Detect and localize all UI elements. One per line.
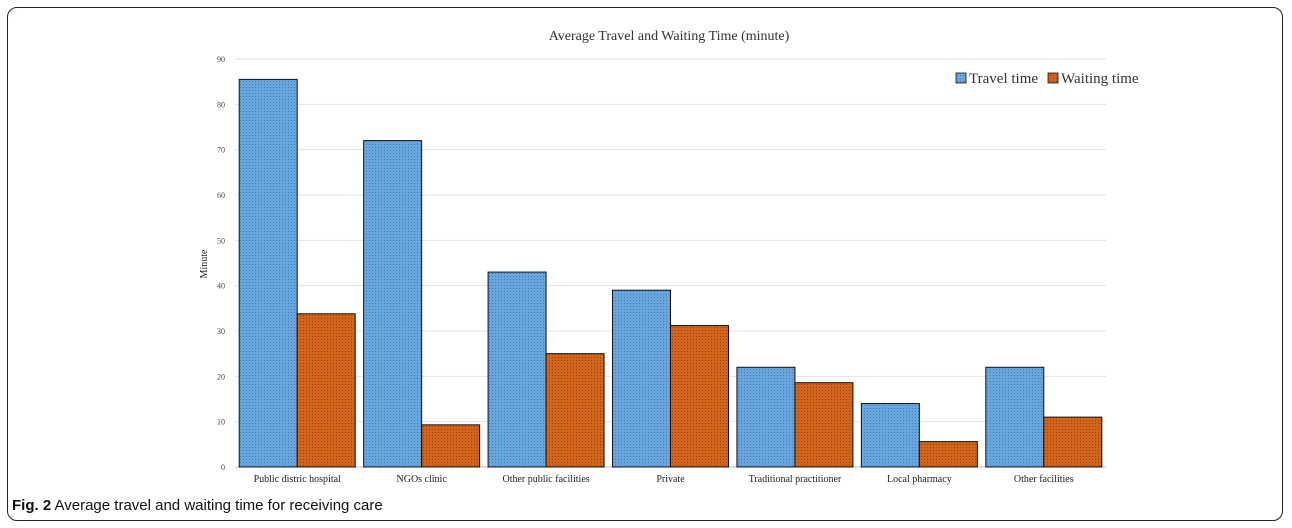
y-tick-label: 30 (217, 327, 225, 336)
bars (238, 78, 1103, 468)
figure-caption: Fig. 2 Average travel and waiting time f… (12, 497, 383, 514)
bar-chart: Average Travel and Waiting Time (minute)… (199, 29, 1139, 485)
waiting-time-bar (794, 382, 854, 468)
travel-time-bar (238, 78, 298, 468)
category-label: Other facilities (1014, 474, 1074, 485)
y-tick-label: 50 (217, 236, 225, 245)
y-tick-label: 0 (221, 463, 225, 472)
y-axis-label: Minute (199, 249, 210, 278)
legend-waiting-swatch (1047, 72, 1059, 84)
category-label: Private (656, 474, 685, 485)
waiting-time-bar (918, 441, 978, 468)
category-labels: Public distric hospital NGOs clinic Other … (254, 474, 1074, 485)
waiting-time-bar (296, 313, 356, 468)
legend-waiting-label: Waiting time (1061, 71, 1139, 87)
figure-caption-label: Fig. 2 (12, 497, 52, 514)
y-tick-label: 10 (217, 418, 225, 427)
travel-time-bar (860, 403, 920, 468)
chart-title: Average Travel and Waiting Time (minute) (549, 29, 790, 44)
category-label: NGOs clinic (397, 474, 448, 485)
y-tick-label: 60 (217, 191, 225, 200)
category-label: Local pharmacy (887, 474, 952, 485)
travel-time-bar (985, 366, 1045, 468)
y-tick-label: 20 (217, 372, 225, 381)
y-tick-labels: 0 10 20 30 40 50 60 70 80 90 (217, 55, 225, 472)
category-label: Public distric hospital (254, 474, 341, 485)
y-tick-label: 40 (217, 282, 225, 291)
legend-travel-swatch (955, 72, 967, 84)
travel-time-bar (363, 140, 423, 468)
travel-time-bar (487, 271, 547, 468)
y-tick-label: 90 (217, 55, 225, 64)
category-label: Traditional practitioner (749, 474, 842, 485)
travel-time-bar (736, 366, 796, 468)
figure-caption-text: Average travel and waiting time for rece… (51, 497, 383, 514)
category-label: Other public facilities (502, 474, 589, 485)
waiting-time-bar (1043, 416, 1103, 468)
y-tick-label: 80 (217, 100, 225, 109)
waiting-time-bar (545, 353, 605, 468)
waiting-time-bar (670, 325, 729, 468)
legend-travel-label: Travel time (969, 71, 1038, 87)
waiting-time-bar (421, 424, 481, 468)
travel-time-bar (612, 289, 671, 468)
y-tick-label: 70 (217, 146, 225, 155)
legend: Travel time Waiting time (955, 71, 1139, 87)
